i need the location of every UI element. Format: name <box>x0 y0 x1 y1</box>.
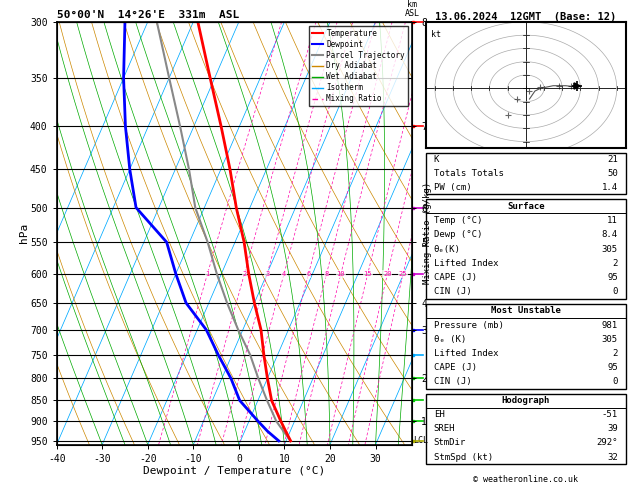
Text: 2: 2 <box>613 349 618 358</box>
Text: SREH: SREH <box>434 424 455 434</box>
Text: -51: -51 <box>602 410 618 419</box>
Text: 292°: 292° <box>596 438 618 448</box>
Text: 1: 1 <box>205 271 209 277</box>
Text: Hodograph: Hodograph <box>502 396 550 405</box>
Text: 8: 8 <box>325 271 328 277</box>
Text: 50°00'N  14°26'E  331m  ASL: 50°00'N 14°26'E 331m ASL <box>57 10 239 20</box>
Text: 13.06.2024  12GMT  (Base: 12): 13.06.2024 12GMT (Base: 12) <box>435 12 616 22</box>
Text: © weatheronline.co.uk: © weatheronline.co.uk <box>474 474 578 484</box>
Text: 15: 15 <box>364 271 372 277</box>
Text: Temp (°C): Temp (°C) <box>434 216 482 225</box>
Text: 6: 6 <box>306 271 311 277</box>
Text: 95: 95 <box>607 363 618 372</box>
Text: Totals Totals: Totals Totals <box>434 169 504 178</box>
Text: Surface: Surface <box>507 202 545 211</box>
Text: 2: 2 <box>613 259 618 268</box>
Text: km
ASL: km ASL <box>404 0 420 17</box>
Text: θₑ (K): θₑ (K) <box>434 335 466 344</box>
Text: 305: 305 <box>602 335 618 344</box>
Text: 0: 0 <box>613 377 618 386</box>
Text: 3: 3 <box>265 271 269 277</box>
Text: 4: 4 <box>282 271 286 277</box>
Text: 305: 305 <box>602 244 618 254</box>
Text: StmDir: StmDir <box>434 438 466 448</box>
Text: 2: 2 <box>242 271 247 277</box>
X-axis label: Dewpoint / Temperature (°C): Dewpoint / Temperature (°C) <box>143 467 325 476</box>
Text: 25: 25 <box>399 271 408 277</box>
Text: Pressure (mb): Pressure (mb) <box>434 320 504 330</box>
Text: θₑ(K): θₑ(K) <box>434 244 460 254</box>
Text: CIN (J): CIN (J) <box>434 377 472 386</box>
Text: 10: 10 <box>337 271 345 277</box>
Text: Lifted Index: Lifted Index <box>434 259 498 268</box>
Text: 0: 0 <box>613 287 618 296</box>
Text: EH: EH <box>434 410 445 419</box>
Text: 8.4: 8.4 <box>602 230 618 239</box>
Text: CAPE (J): CAPE (J) <box>434 363 477 372</box>
Text: 39: 39 <box>607 424 618 434</box>
Text: Mixing Ratio (g/kg): Mixing Ratio (g/kg) <box>423 182 432 284</box>
Text: kt: kt <box>431 30 442 39</box>
Text: 50: 50 <box>607 169 618 178</box>
Text: StmSpd (kt): StmSpd (kt) <box>434 452 493 462</box>
Y-axis label: hPa: hPa <box>19 223 28 243</box>
Text: 32: 32 <box>607 452 618 462</box>
Text: Dewp (°C): Dewp (°C) <box>434 230 482 239</box>
Text: 11: 11 <box>607 216 618 225</box>
Text: CIN (J): CIN (J) <box>434 287 472 296</box>
Text: PW (cm): PW (cm) <box>434 183 472 192</box>
Text: 1.4: 1.4 <box>602 183 618 192</box>
Text: K: K <box>434 156 439 164</box>
Text: CAPE (J): CAPE (J) <box>434 273 477 282</box>
Text: LCL: LCL <box>413 436 428 445</box>
Text: Lifted Index: Lifted Index <box>434 349 498 358</box>
Text: 20: 20 <box>383 271 392 277</box>
Text: 95: 95 <box>607 273 618 282</box>
Text: Most Unstable: Most Unstable <box>491 306 561 315</box>
Text: 981: 981 <box>602 320 618 330</box>
Legend: Temperature, Dewpoint, Parcel Trajectory, Dry Adiabat, Wet Adiabat, Isotherm, Mi: Temperature, Dewpoint, Parcel Trajectory… <box>309 26 408 106</box>
Text: 21: 21 <box>607 156 618 164</box>
